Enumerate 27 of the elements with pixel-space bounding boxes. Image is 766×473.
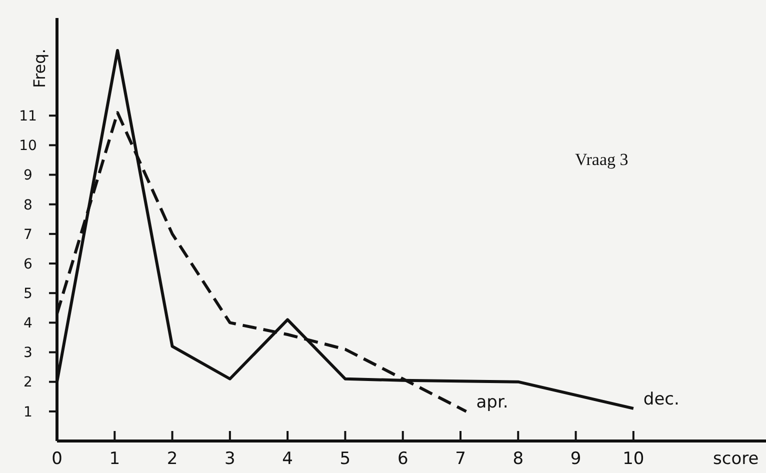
y-tick-label: 10 (19, 138, 37, 154)
x-tick-label: 7 (455, 449, 466, 469)
series-label: apr. (476, 392, 508, 412)
y-tick-label: 6 (24, 256, 33, 272)
x-tick-label: 2 (166, 449, 178, 469)
y-tick-label: 2 (24, 374, 32, 391)
x-tick-label: 4 (282, 449, 293, 469)
x-tick-label: 0 (52, 449, 62, 469)
y-tick-label: 1 (24, 404, 32, 420)
x-tick-label: 8 (512, 449, 524, 469)
y-tick-label: 8 (24, 197, 32, 214)
x-tick-label: 10 (622, 449, 644, 469)
y-tick-label: 3 (24, 345, 32, 362)
x-axis-title: score (713, 449, 759, 469)
y-tick-label: 11 (19, 108, 37, 125)
x-tick-label: 6 (397, 449, 408, 469)
x-tick-label: 5 (340, 449, 351, 469)
x-tick-label: 9 (570, 449, 582, 469)
y-tick-label: 4 (24, 316, 33, 332)
y-tick-label: 9 (24, 168, 32, 184)
y-axis-title: Freq. (30, 48, 49, 88)
series-label: dec. (643, 389, 680, 410)
y-tick-label: 5 (24, 286, 32, 302)
y-tick-label: 7 (24, 226, 32, 243)
text: Vraag 3 (575, 150, 628, 169)
x-tick-label: 1 (109, 449, 120, 469)
x-tick-label: 3 (224, 449, 236, 469)
